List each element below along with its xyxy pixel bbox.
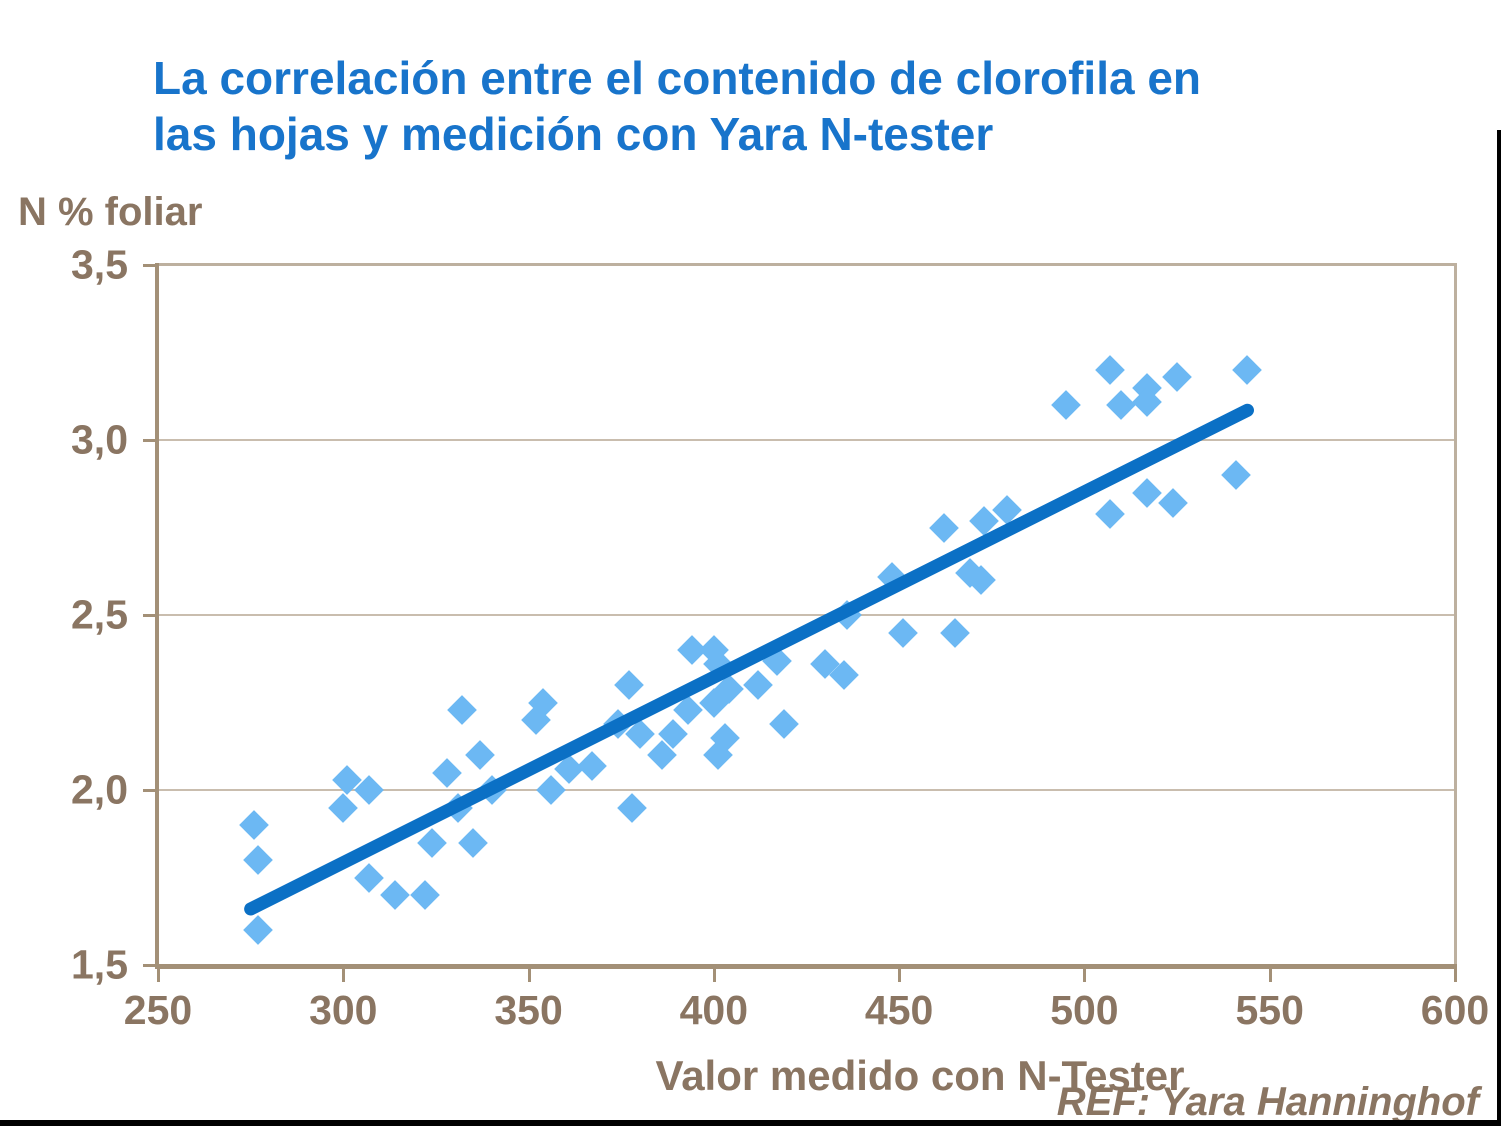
x-tick-mark (527, 968, 531, 982)
plot-area: 3,5 3,0 2,5 2,0 1,5 250 300 350 400 450 500 550 600 (71, 242, 1489, 1034)
trend-line (244, 403, 1254, 916)
x-tick-label: 400 (679, 987, 749, 1033)
bottom-border-bar (0, 1120, 1501, 1126)
x-tick-label: 300 (309, 987, 378, 1033)
x-tick-mark (1454, 968, 1457, 982)
x-tick-label: 250 (123, 987, 193, 1033)
x-axis-title: Valor medido con N-Tester (655, 1052, 1185, 1099)
x-tick-mark (157, 968, 160, 982)
x-tick-mark (712, 968, 716, 982)
y-tick-mark (143, 614, 157, 617)
page-title-line1: La correlación entre el contenido de clo… (153, 52, 1202, 104)
x-tick-label: 350 (494, 987, 563, 1033)
y-axis-line (155, 263, 159, 969)
x-tick-label: 550 (1235, 987, 1304, 1033)
y-gridline (158, 439, 1455, 441)
y-axis-title: N % foliar (18, 190, 203, 234)
x-tick-label: 600 (1420, 987, 1490, 1033)
x-tick-mark (342, 968, 346, 982)
reference-attribution: REF: Yara Hanninghof (1056, 1080, 1479, 1124)
y-tick-label: 3,5 (71, 241, 128, 288)
plot-frame-top (155, 263, 1457, 266)
y-gridline (158, 789, 1455, 791)
y-tick-mark (143, 789, 157, 792)
y-tick-mark (143, 964, 157, 967)
x-tick-label: 500 (1050, 987, 1119, 1033)
page-title: La correlación entre el contenido de clo… (153, 50, 1413, 162)
y-tick-label: 3,0 (71, 416, 128, 463)
y-tick-label: 2,5 (71, 591, 128, 638)
plot-frame-right (1454, 265, 1457, 965)
y-tick-mark (143, 439, 157, 442)
x-tick-label: 450 (864, 987, 934, 1033)
y-tick-label: 1,5 (71, 941, 128, 988)
x-axis-line (155, 964, 1457, 969)
page-title-line2: las hojas y medición con Yara N-tester (153, 108, 994, 160)
x-tick-mark (1268, 968, 1272, 982)
right-border-bar (1497, 130, 1501, 1126)
trend-line-layer (244, 403, 1254, 916)
x-tick-mark (898, 968, 902, 982)
y-tick-mark (143, 264, 157, 267)
y-tick-label: 2,0 (71, 766, 128, 813)
x-tick-mark (1083, 968, 1087, 982)
y-gridline (158, 614, 1455, 616)
